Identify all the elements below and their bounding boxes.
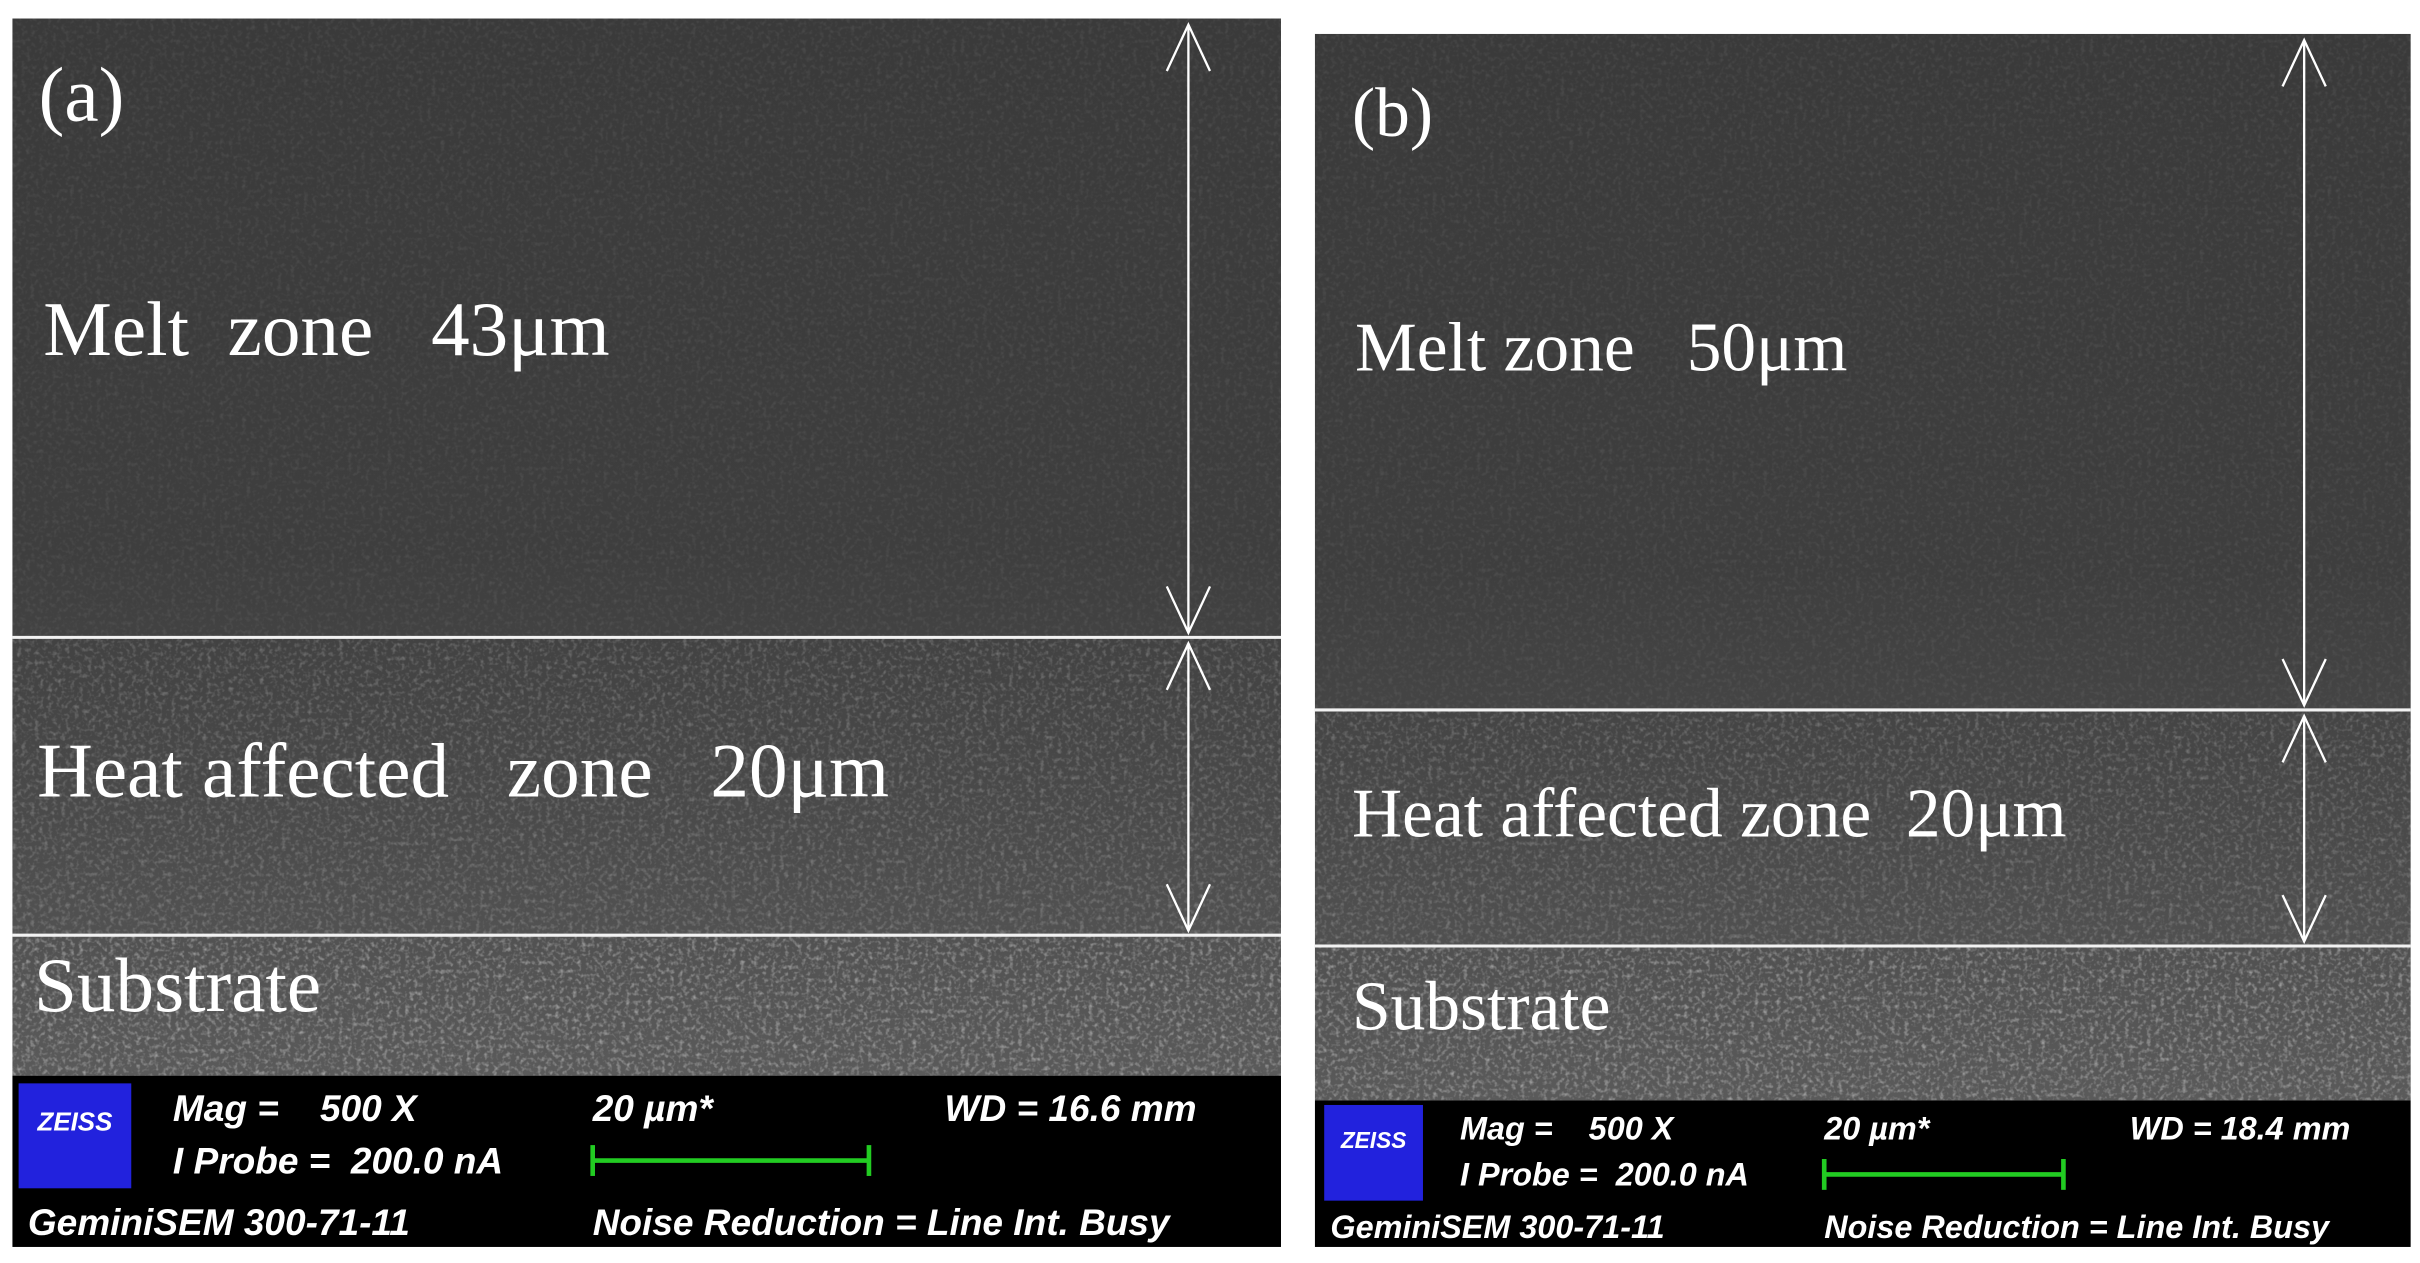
melt-zone-label: Melt zone 43μm [43,286,609,372]
substrate-label: Substrate [34,942,321,1028]
arrow-head [1165,21,1212,72]
texture-melt [12,18,1281,638]
arrow-head [2281,894,2327,945]
magnification: Mag = 500 X [1460,1110,1676,1146]
brand-name: ZEISS [36,1109,113,1137]
arrow-head [2281,658,2327,709]
brand-logo [1324,1104,1423,1201]
instrument: GeminiSEM 300-71-11 [1330,1209,1664,1245]
working-distance: WD = 16.6 mm [945,1087,1197,1129]
magnification: Mag = 500 X [173,1087,419,1129]
panel-label: (b) [1352,75,1433,152]
probe-current: I Probe = 200.0 nA [1460,1157,1749,1193]
arrow-head [1165,585,1212,636]
arrow-head [2281,37,2327,87]
arrow-head [1165,640,1212,691]
arrow-head [2281,713,2327,763]
brand-name: ZEISS [1340,1127,1407,1153]
texture-haz [12,637,1281,936]
substrate-label: Substrate [1352,968,1610,1045]
working-distance: WD = 18.4 mm [2130,1110,2351,1146]
brand-logo [18,1083,132,1189]
scale-label: 20 µm* [1823,1110,1930,1146]
sem-panel: (a) Melt zone 43μm Heat affected zone 20μm… [12,18,1281,1247]
scale-label: 20 µm* [592,1087,715,1129]
sem-panel: (b) Melt zone 50μm Heat affected zone 20μm… [1314,33,2411,1247]
texture-melt [1314,33,2411,710]
texture-substrate [1314,946,2411,1101]
texture-haz [1314,709,2411,947]
panel-label: (a) [39,51,125,137]
noise-reduction: Noise Reduction = Line Int. Busy [593,1201,1172,1243]
texture-substrate [12,935,1281,1076]
haz-label: Heat affected zone 20μm [37,727,889,813]
noise-reduction: Noise Reduction = Line Int. Busy [1824,1209,2331,1245]
probe-current: I Probe = 200.0 nA [173,1139,503,1181]
instrument: GeminiSEM 300-71-11 [28,1201,410,1243]
melt-zone-label: Melt zone 50μm [1355,309,1847,386]
arrow-head [1165,883,1212,934]
haz-label: Heat affected zone 20μm [1352,775,2067,852]
